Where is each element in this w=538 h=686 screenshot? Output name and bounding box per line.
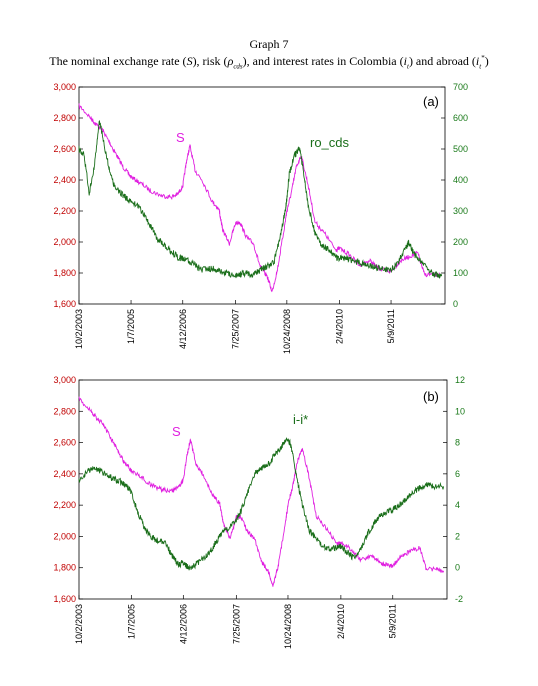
right-tick-label: 300 <box>453 206 468 216</box>
left-tick-label: 3,000 <box>53 375 76 385</box>
left-tick-label: 2,400 <box>53 469 76 479</box>
x-tick-label: 10/24/2008 <box>283 604 293 649</box>
right-tick-label: 4 <box>455 500 460 510</box>
chart-panel-a: 1,600 1,800 2,000 2,200 2,400 2,600 2,800 3,000… <box>53 82 468 354</box>
plot-frame <box>78 86 446 305</box>
left-tick-label: 1,600 <box>53 299 76 309</box>
left-tick-label: 3,000 <box>53 82 76 92</box>
x-tick-label: 2/4/2010 <box>336 604 346 639</box>
x-tick-label: 5/9/2011 <box>388 604 398 638</box>
series-line-ii <box>78 437 445 571</box>
series-line-s <box>78 103 443 293</box>
figure-subtitle: The nominal exchange rate (S), risk (ρcd… <box>49 54 489 71</box>
x-tick-label: 1/7/2005 <box>126 604 136 639</box>
left-tick-label: 2,600 <box>53 144 76 154</box>
left-tick-label: 2,200 <box>53 500 76 510</box>
x-tick-label: 10/2/2003 <box>74 604 84 644</box>
right-tick-label: 8 <box>455 438 460 448</box>
left-tick-label: 2,400 <box>53 175 76 185</box>
right-tick-label: 500 <box>453 144 468 154</box>
panel-label: (b) <box>423 389 439 404</box>
left-tick-label: 2,200 <box>53 206 76 216</box>
right-tick-label: 10 <box>455 406 465 416</box>
x-tick-label: 7/25/2007 <box>230 309 240 349</box>
series-label-s: S <box>172 424 181 439</box>
x-tick-label: 10/2/2003 <box>74 309 84 349</box>
series-line-rocds <box>78 119 443 279</box>
left-tick-label: 2,600 <box>53 438 76 448</box>
right-tick-label: 2 <box>455 531 460 541</box>
right-tick-label: 100 <box>453 268 468 278</box>
plot-frame <box>78 379 448 600</box>
left-tick-label: 1,600 <box>53 594 76 604</box>
series-line-s <box>78 396 445 587</box>
series-label-right: i-i* <box>293 412 308 427</box>
right-tick-label: 600 <box>453 113 468 123</box>
figure-title: Graph 7 <box>249 37 289 51</box>
x-tick-label: 1/7/2005 <box>126 309 136 344</box>
x-tick-label: 4/12/2006 <box>178 309 188 349</box>
right-tick-label: 12 <box>455 375 465 385</box>
right-tick-label: 0 <box>455 563 460 573</box>
series-label-right: ro_cds <box>310 135 350 150</box>
right-tick-label: 400 <box>453 175 468 185</box>
x-tick-label: 4/12/2006 <box>178 604 188 644</box>
left-tick-label: 2,000 <box>53 237 76 247</box>
x-tick-label: 5/9/2011 <box>386 309 396 343</box>
x-tick-label: 2/4/2010 <box>334 309 344 344</box>
right-tick-label: 0 <box>453 299 458 309</box>
right-tick-label: 6 <box>455 469 460 479</box>
right-tick-label: -2 <box>455 594 463 604</box>
left-tick-label: 2,800 <box>53 406 76 416</box>
x-tick-label: 7/25/2007 <box>231 604 241 644</box>
x-tick-label: 10/24/2008 <box>282 309 292 354</box>
right-tick-label: 200 <box>453 237 468 247</box>
right-tick-label: 700 <box>453 82 468 92</box>
panel-label: (a) <box>423 94 439 109</box>
series-label-s: S <box>176 130 185 145</box>
left-tick-label: 2,800 <box>53 113 76 123</box>
left-tick-label: 2,000 <box>53 531 76 541</box>
left-tick-label: 1,800 <box>53 268 76 278</box>
left-tick-label: 1,800 <box>53 563 76 573</box>
chart-panel-b: 1,600 1,800 2,000 2,200 2,400 2,600 2,800 3,000… <box>53 375 465 649</box>
